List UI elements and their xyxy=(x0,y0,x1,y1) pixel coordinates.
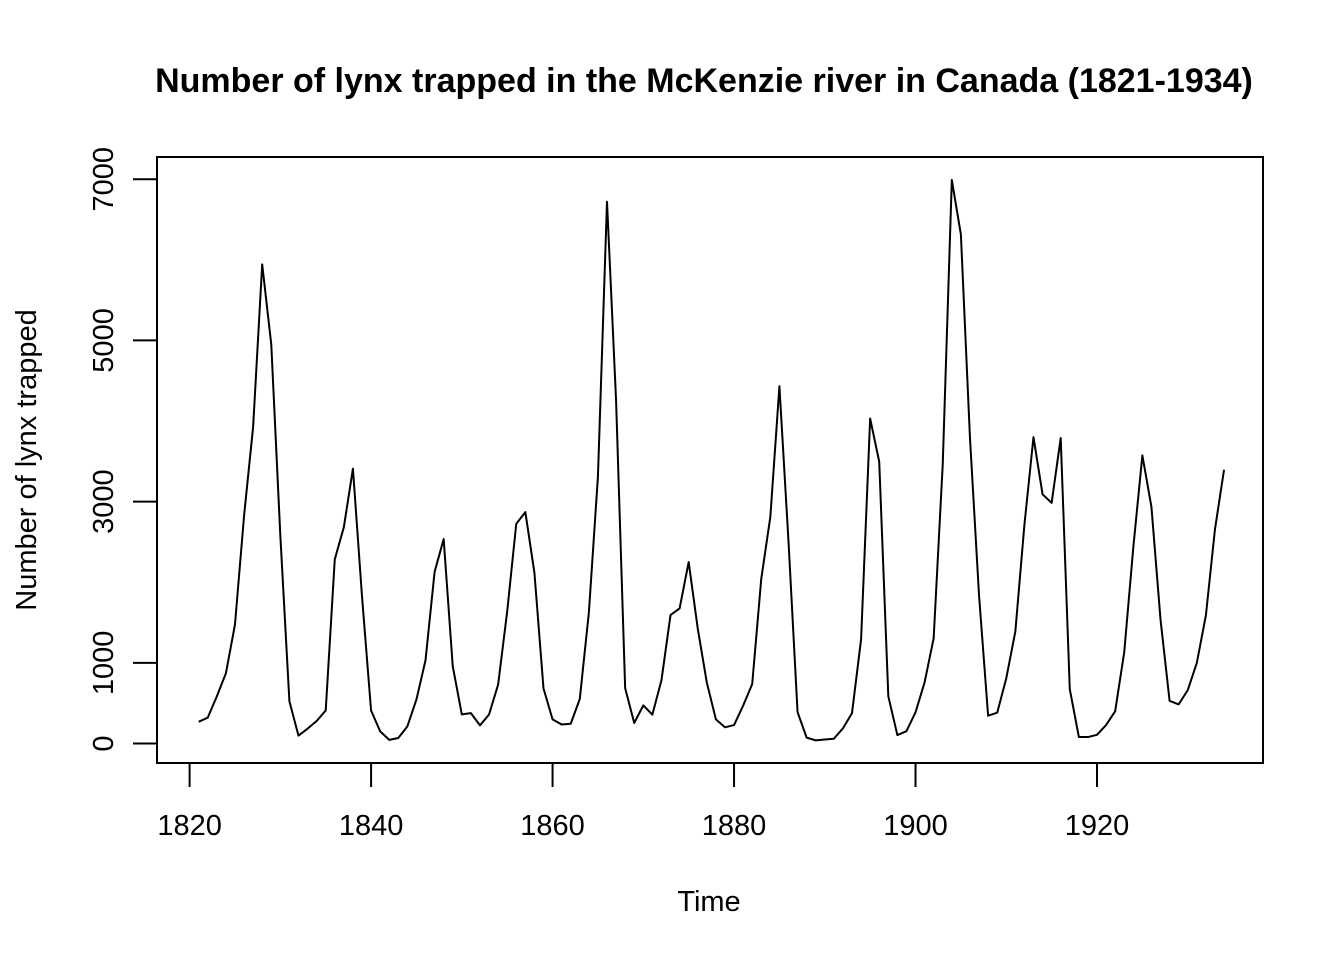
series-points xyxy=(199,180,1224,740)
y-axis: 0 1000 3000 5000 7000 xyxy=(88,147,158,752)
x-tick-label: 1840 xyxy=(339,810,404,842)
x-tick-label: 1920 xyxy=(1065,810,1130,842)
y-tick-label: 3000 xyxy=(88,469,120,534)
y-tick-label: 1000 xyxy=(88,631,120,696)
y-axis-label: Number of lynx trapped xyxy=(11,309,43,610)
x-tick-label: 1900 xyxy=(883,810,948,842)
plot-frame xyxy=(156,156,1264,764)
x-axis: 1820 1840 1860 1880 1900 1920 xyxy=(157,762,1130,842)
series-line-lynx xyxy=(198,178,1226,742)
x-tick-label: 1880 xyxy=(702,810,767,842)
y-tick-label: 0 xyxy=(88,735,120,751)
y-tick-label: 7000 xyxy=(88,147,120,212)
x-tick-label: 1860 xyxy=(520,810,585,842)
y-tick-label: 5000 xyxy=(88,308,120,373)
chart-title: Number of lynx trapped in the McKenzie r… xyxy=(155,62,1253,100)
x-tick-label: 1820 xyxy=(157,810,222,842)
x-axis-label: Time xyxy=(677,886,740,918)
